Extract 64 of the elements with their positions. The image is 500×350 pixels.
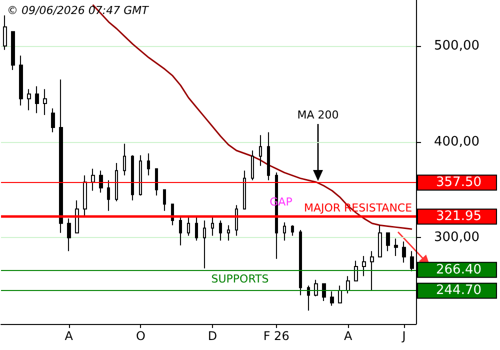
candlestick xyxy=(251,150,254,181)
candlestick xyxy=(131,154,134,201)
candlestick xyxy=(219,220,222,242)
ref-line-label: 321.95 xyxy=(436,209,482,224)
x-tick-label: A xyxy=(64,329,74,343)
annotation: SUPPORTS xyxy=(211,272,269,286)
ref-line-label: 266.40 xyxy=(436,262,482,278)
y-tick-label: 500,00 xyxy=(434,38,480,54)
candlestick xyxy=(410,250,414,272)
candlestick xyxy=(147,152,150,176)
y-tick-label: 300,00 xyxy=(434,230,480,246)
candlestick xyxy=(115,162,118,202)
annotation: MA 200 xyxy=(297,108,339,122)
candlestick xyxy=(338,285,342,304)
candlestick xyxy=(378,224,382,258)
candlestick xyxy=(227,224,230,242)
x-tick-label: A xyxy=(344,329,354,343)
candlestick xyxy=(67,218,71,252)
y-tick-label: 400,00 xyxy=(434,134,480,150)
candlestick xyxy=(83,174,87,216)
candlestick xyxy=(354,260,358,282)
candlestick xyxy=(3,14,7,50)
candlestick xyxy=(99,170,103,194)
candlestick xyxy=(291,224,294,236)
candlestick xyxy=(43,88,47,116)
candlestick xyxy=(330,290,334,306)
candlestick xyxy=(243,170,246,210)
candlestick xyxy=(11,31,15,70)
x-tick-label: J xyxy=(401,329,406,343)
candlestick xyxy=(59,79,63,234)
candlestick xyxy=(75,200,79,234)
candlestick xyxy=(283,222,286,242)
candlestick xyxy=(27,88,31,111)
candlestick xyxy=(402,241,406,264)
ref-line-label: 244.70 xyxy=(436,283,482,298)
candlestick xyxy=(19,55,23,106)
x-tick-label: D xyxy=(208,329,218,343)
ref-line-label: 357.50 xyxy=(436,175,482,190)
candlestick xyxy=(259,134,262,166)
candlestick xyxy=(307,285,310,312)
candlestick xyxy=(179,215,182,246)
x-tick-label: O xyxy=(136,329,146,343)
candlestick xyxy=(267,132,270,181)
candlestick xyxy=(299,230,302,296)
candlestick xyxy=(314,279,318,297)
candlestick xyxy=(203,220,206,269)
candlestick xyxy=(362,255,366,277)
candlestick xyxy=(386,232,390,252)
candlestick xyxy=(139,154,142,196)
candlestick xyxy=(35,86,39,114)
candlestick xyxy=(155,168,158,196)
candlestick xyxy=(163,189,166,212)
candlestick xyxy=(107,180,110,212)
candlestick xyxy=(195,215,198,242)
candlestick xyxy=(370,250,374,291)
candlestick xyxy=(322,283,326,302)
candlestick xyxy=(91,168,95,192)
candlestick xyxy=(394,238,398,256)
x-tick-label: F 26 xyxy=(263,329,290,343)
candlestick xyxy=(211,215,214,236)
candlestick xyxy=(346,276,350,294)
candlestick xyxy=(123,143,126,176)
candlestick xyxy=(187,215,190,236)
candlestick xyxy=(51,108,55,133)
